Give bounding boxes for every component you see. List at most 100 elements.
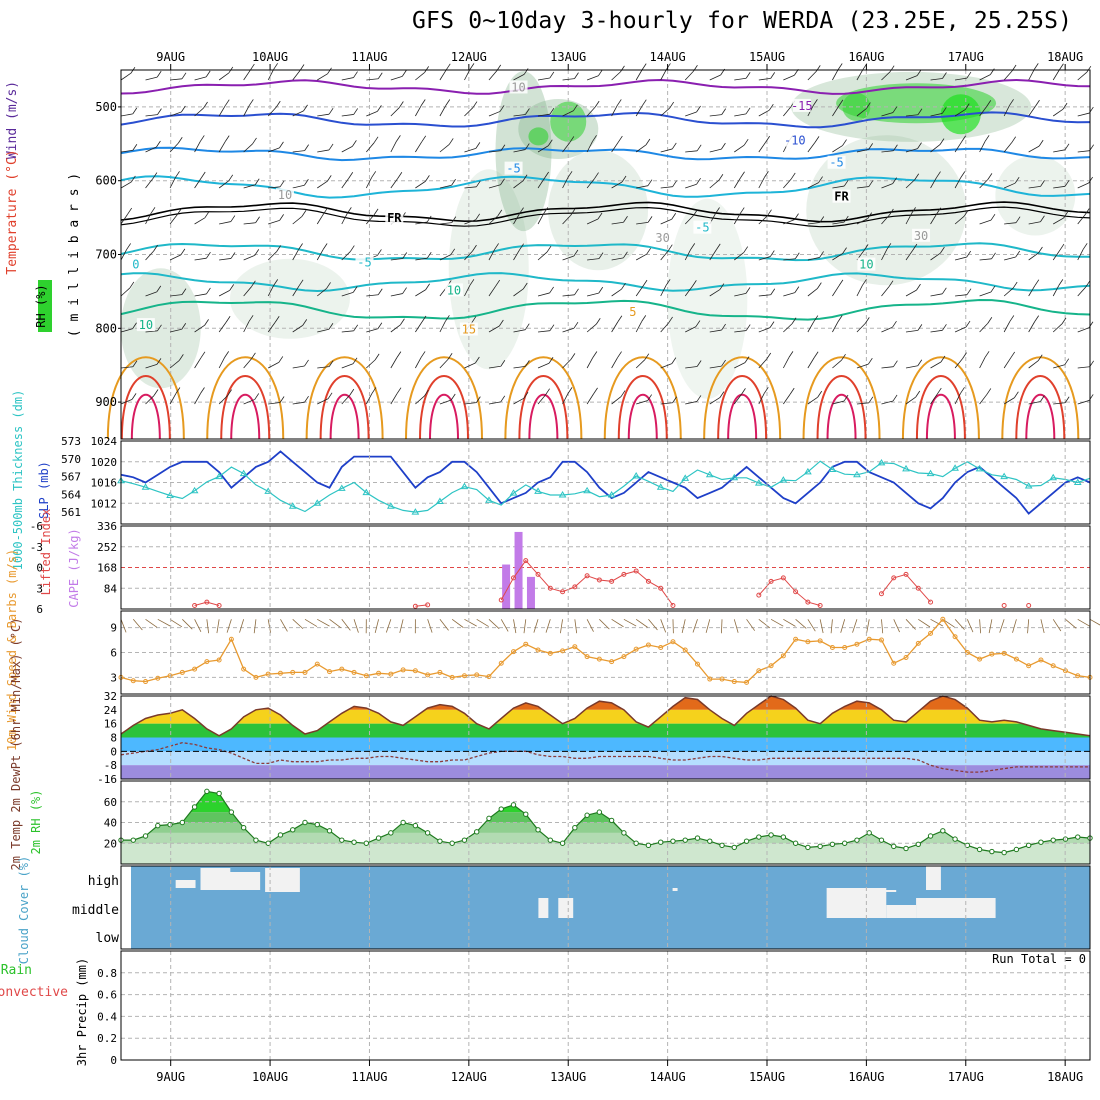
wind10-marker [449, 674, 455, 680]
isotherm-loop [120, 375, 171, 440]
wind-barb [881, 366, 894, 369]
wind-barb [744, 356, 750, 363]
rh-marker [1050, 837, 1056, 843]
wind10-marker [130, 678, 136, 684]
contour-label: -15 [791, 99, 813, 113]
wind-barb [420, 351, 426, 358]
thickness-marker [779, 476, 788, 483]
wind-barb [1003, 397, 1015, 405]
temp-fill [121, 723, 1090, 738]
isotherm-loop [703, 356, 782, 440]
lifted-index-line [758, 577, 821, 606]
wind-barb [132, 360, 138, 367]
wind-barb [302, 319, 308, 326]
wind-barb [194, 107, 204, 117]
wind-barb-10m [807, 619, 816, 632]
wind10-marker [829, 645, 835, 651]
wind-barb [390, 75, 403, 81]
wind-barb [549, 107, 555, 115]
wind-barb [292, 216, 303, 225]
rh-marker [719, 842, 725, 849]
wind-barb [660, 69, 667, 81]
contour-label-bg [509, 80, 528, 94]
isotherm-loop [106, 356, 185, 440]
wind-barb [353, 324, 359, 332]
precip-tick-label: 0.2 [97, 1032, 117, 1045]
wind-barb [500, 395, 506, 403]
wind-barb [1012, 281, 1018, 289]
rh-marker [756, 834, 762, 840]
lifted-index-marker [192, 603, 198, 609]
wind-tick-label: 9 [110, 622, 117, 635]
wind-barb [402, 252, 408, 259]
wind-barb [323, 207, 328, 215]
wind-barb [488, 184, 501, 189]
cape-tick-label: 336 [97, 520, 117, 533]
wind-barb [892, 177, 897, 184]
wind-barb [415, 105, 422, 117]
wind10-marker [327, 669, 333, 675]
lifted-index-marker [768, 578, 774, 584]
wind-barb-10m [1089, 618, 1100, 626]
wind-barb [476, 180, 481, 188]
wind-barb [439, 358, 449, 369]
isotherm-loop [305, 356, 384, 440]
wind-barb [791, 317, 797, 324]
wind-barb [169, 254, 182, 261]
wind-barb [1077, 214, 1086, 225]
rh-marker [375, 835, 382, 841]
wind-barb [868, 396, 874, 404]
wind-barb [472, 244, 477, 252]
wind-barb [1058, 279, 1064, 286]
thickness-marker [534, 487, 542, 494]
wind-barb [930, 252, 941, 261]
wind-barb [741, 388, 746, 395]
wind-barb [954, 256, 967, 261]
wind-barb [415, 181, 426, 189]
rh-marker [608, 817, 615, 824]
wind-barb [373, 136, 379, 144]
wind-barb-10m [1027, 619, 1030, 634]
wind-barb [586, 218, 599, 225]
lifted-index-marker [915, 585, 921, 591]
cloud-block [916, 898, 996, 918]
lifted-index-marker [891, 575, 897, 581]
rh-shading [229, 258, 350, 339]
rh-marker [474, 829, 480, 835]
wind-barb [990, 213, 996, 221]
wind-barb-10m [660, 619, 667, 633]
wind-barb [807, 396, 818, 405]
wind-barb [709, 74, 721, 81]
wind-barb [353, 71, 358, 78]
wind-barb [562, 255, 575, 261]
wind-barb [366, 214, 375, 225]
rh-marker [694, 835, 701, 841]
wind-barb [1085, 280, 1091, 288]
y-tick-label: 600 [95, 174, 117, 188]
wind-barb [905, 75, 918, 81]
wind-barb [276, 245, 282, 252]
wind-barb [341, 330, 354, 333]
thickness-marker [902, 464, 910, 472]
wind-barb [594, 172, 599, 179]
wind-barb [120, 366, 133, 369]
axis-label-precip: 3hr Precip (mm) [75, 958, 89, 1066]
wind-barb [721, 142, 726, 150]
wind10-marker [621, 654, 627, 660]
rh-marker [339, 837, 345, 843]
wind-barb [279, 396, 285, 403]
wind-barb [399, 101, 404, 108]
wind-barb [279, 141, 284, 149]
wind-barb [439, 321, 446, 333]
wind-barb [1003, 142, 1013, 153]
wind-barb [641, 99, 647, 106]
wind-barb [145, 250, 154, 261]
wind-barb [366, 111, 378, 117]
wind-barb-10m [385, 619, 392, 633]
contour-label: 30 [655, 231, 669, 245]
wind-barb-10m [488, 619, 500, 630]
rh-marker [535, 827, 541, 833]
temp-fill [121, 737, 1090, 752]
wind-barb [194, 76, 207, 81]
wind-barb [889, 65, 895, 72]
